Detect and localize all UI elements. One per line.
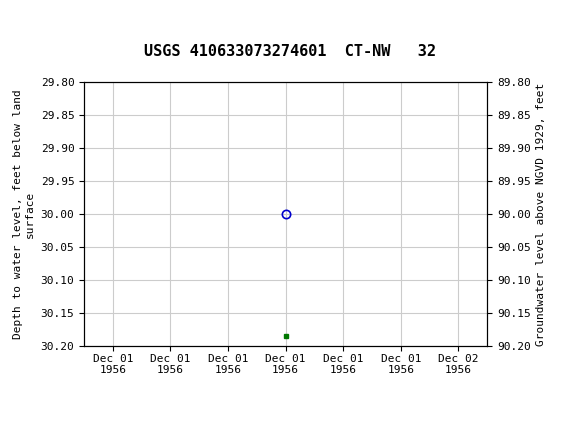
Text: USGS: USGS bbox=[58, 11, 109, 29]
Y-axis label: Depth to water level, feet below land
surface: Depth to water level, feet below land su… bbox=[13, 89, 35, 339]
Bar bbox=[3, 3, 52, 37]
Text: USGS 410633073274601  CT-NW   32: USGS 410633073274601 CT-NW 32 bbox=[144, 44, 436, 59]
Y-axis label: Groundwater level above NGVD 1929, feet: Groundwater level above NGVD 1929, feet bbox=[536, 82, 546, 346]
